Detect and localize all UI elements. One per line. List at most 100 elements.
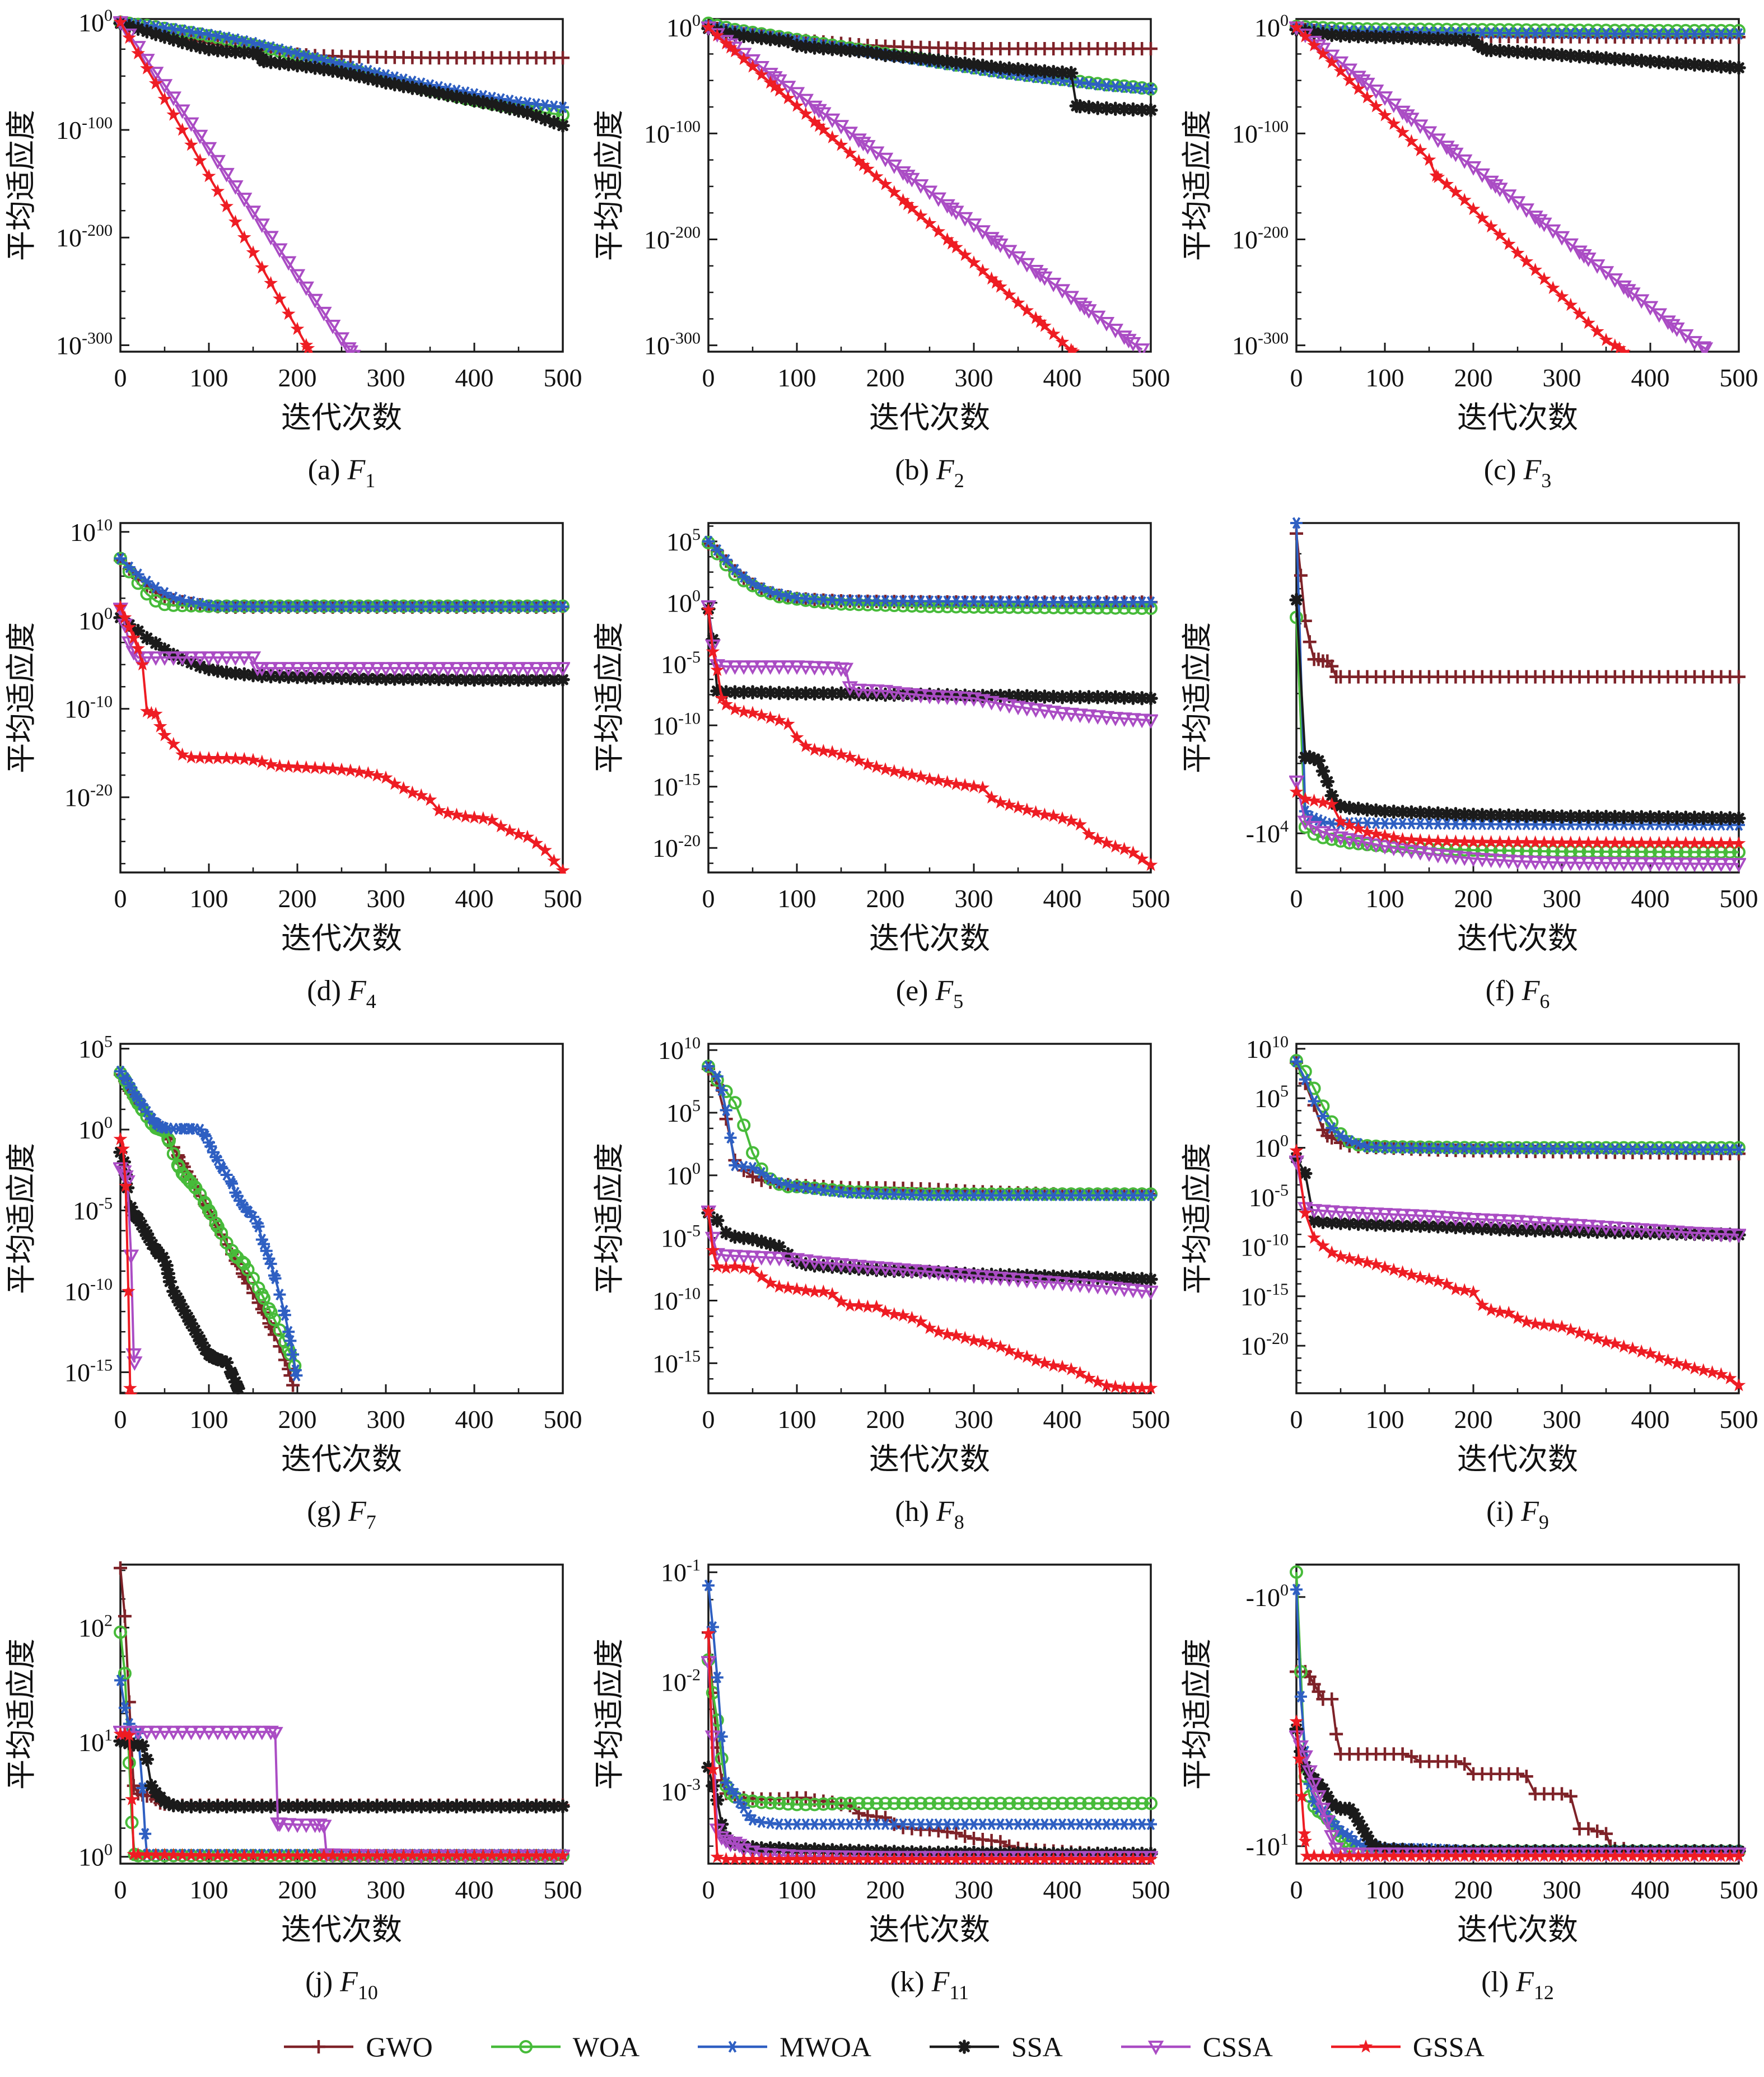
svg-text:300: 300 — [955, 1875, 993, 1904]
x-axis-label: 迭代次数 — [281, 1912, 402, 1947]
series-GSSA — [113, 15, 315, 353]
series-CSSA — [113, 1725, 570, 1864]
axis-ticks — [707, 1049, 1152, 1393]
y-axis-label: 平均适应度 — [1179, 622, 1215, 773]
svg-text:10-20: 10-20 — [1240, 1329, 1289, 1360]
axes-frame — [707, 1043, 1152, 1394]
axis-ticks — [707, 1571, 1152, 1864]
svg-text:200: 200 — [866, 1875, 905, 1904]
series-MWOA — [702, 1579, 1157, 1831]
svg-text:500: 500 — [544, 884, 582, 913]
series-SSA — [113, 610, 570, 687]
axes-frame — [707, 1563, 1152, 1865]
svg-text:0: 0 — [114, 363, 127, 392]
chart-canvas-d: 0 100 200 300 400 500 1010 100 10-10 10-20 迭代次数 平均适… — [3, 516, 582, 1012]
series-GWO — [1290, 526, 1746, 684]
legend-item-SSA: SSA — [925, 2031, 1063, 2063]
svg-text:400: 400 — [1043, 1405, 1082, 1434]
series-SSA — [701, 601, 1158, 706]
figure-legend: GWO WOA MWOA SSA CSSA GSSA — [0, 2016, 1764, 2077]
svg-text:400: 400 — [1043, 884, 1082, 913]
legend-marker-woa-icon — [491, 2039, 561, 2053]
svg-text:105: 105 — [666, 1096, 701, 1127]
x-axis-label: 迭代次数 — [869, 1912, 990, 1947]
svg-text:100: 100 — [666, 11, 701, 42]
svg-text:0: 0 — [114, 1405, 127, 1434]
series-SSA — [113, 1145, 245, 1394]
svg-text:200: 200 — [278, 363, 317, 392]
series-WOA — [702, 1653, 1158, 1812]
svg-text:100: 100 — [78, 1841, 113, 1871]
svg-text:10-200: 10-200 — [644, 223, 701, 254]
svg-text:200: 200 — [866, 884, 905, 913]
svg-text:400: 400 — [1043, 363, 1082, 392]
plot-area — [113, 1561, 570, 1864]
subplot-caption: (g) F7 — [307, 1496, 376, 1533]
subplot-caption: (f) F6 — [1486, 975, 1550, 1012]
axes-frame — [119, 1043, 564, 1394]
subplot-e-F5: 0 100 200 300 400 500 105 100 10-5 10-10 10-15 10-2… — [588, 504, 1176, 1025]
series-GSSA — [113, 600, 570, 874]
svg-text:100: 100 — [778, 1405, 816, 1434]
svg-text:10-10: 10-10 — [652, 709, 701, 740]
svg-text:100: 100 — [1366, 1875, 1404, 1904]
svg-text:10-5: 10-5 — [1249, 1181, 1289, 1212]
svg-text:10-15: 10-15 — [1240, 1280, 1289, 1311]
legend-item-GWO: GWO — [279, 2031, 433, 2063]
svg-text:0: 0 — [1290, 1875, 1303, 1904]
series-SSA — [1289, 22, 1746, 75]
subplot-caption: (a) F1 — [308, 454, 375, 492]
subplot-caption: (h) F8 — [895, 1496, 964, 1533]
svg-text:10-100: 10-100 — [1232, 117, 1289, 148]
svg-text:100: 100 — [190, 1405, 228, 1434]
svg-text:100: 100 — [666, 586, 701, 617]
subplot-caption: (k) F11 — [890, 1966, 969, 2004]
svg-text:10-2: 10-2 — [661, 1665, 701, 1696]
series-MWOA — [702, 1060, 1157, 1202]
y-axis-label: 平均适应度 — [591, 110, 627, 261]
svg-text:100: 100 — [78, 1113, 113, 1144]
plot-area — [113, 15, 570, 353]
svg-text:10-15: 10-15 — [64, 1356, 113, 1387]
plot-area — [1289, 1565, 1746, 1863]
legend-label: SSA — [1011, 2031, 1063, 2062]
chart-canvas-b: 0 100 200 300 400 500 100 10-100 10-200 10-300 迭代次… — [591, 11, 1170, 492]
svg-text:10-5: 10-5 — [661, 648, 701, 679]
svg-text:10-100: 10-100 — [56, 114, 113, 144]
series-GSSA — [113, 1132, 138, 1394]
series-SSA — [1289, 592, 1746, 826]
svg-text:400: 400 — [455, 1875, 494, 1904]
svg-text:102: 102 — [78, 1612, 113, 1642]
series-GSSA — [113, 1726, 570, 1862]
svg-text:100: 100 — [78, 604, 113, 635]
svg-text:400: 400 — [1631, 1875, 1670, 1904]
plot-area — [701, 1579, 1158, 1865]
series-WOA — [114, 1066, 302, 1373]
y-axis-label: 平均适应度 — [591, 622, 627, 773]
svg-text:0: 0 — [702, 1405, 715, 1434]
series-SSA — [113, 1734, 570, 1814]
svg-text:500: 500 — [544, 1405, 582, 1434]
legend-marker-gwo-icon — [284, 2039, 354, 2053]
y-axis-label: 平均适应度 — [3, 110, 39, 261]
series-SSA — [113, 16, 570, 133]
y-axis-label: 平均适应度 — [591, 1143, 627, 1294]
x-axis-label: 迭代次数 — [1457, 400, 1578, 435]
svg-text:100: 100 — [190, 363, 228, 392]
subplot-g-F7: 0 100 200 300 400 500 105 100 10-5 10-10 10-15 迭代次数… — [0, 1025, 588, 1546]
svg-text:0: 0 — [702, 884, 715, 913]
svg-text:10-300: 10-300 — [1232, 329, 1289, 360]
legend-label: MWOA — [780, 2031, 872, 2062]
series-SSA — [1289, 1721, 1746, 1859]
legend-marker-mwoa-icon — [698, 2040, 768, 2053]
svg-text:500: 500 — [1132, 884, 1170, 913]
series-GSSA — [701, 1626, 1158, 1865]
svg-text:100: 100 — [778, 884, 816, 913]
series-CSSA — [1289, 775, 1746, 872]
svg-text:100: 100 — [190, 1875, 228, 1904]
svg-text:105: 105 — [78, 1033, 113, 1063]
y-axis-label: 平均适应度 — [1179, 110, 1215, 261]
y-axis-label: 平均适应度 — [591, 1639, 627, 1790]
chart-canvas-e: 0 100 200 300 400 500 105 100 10-5 10-10 10-15 10-2… — [591, 522, 1170, 1012]
x-axis-label: 迭代次数 — [1457, 921, 1578, 956]
